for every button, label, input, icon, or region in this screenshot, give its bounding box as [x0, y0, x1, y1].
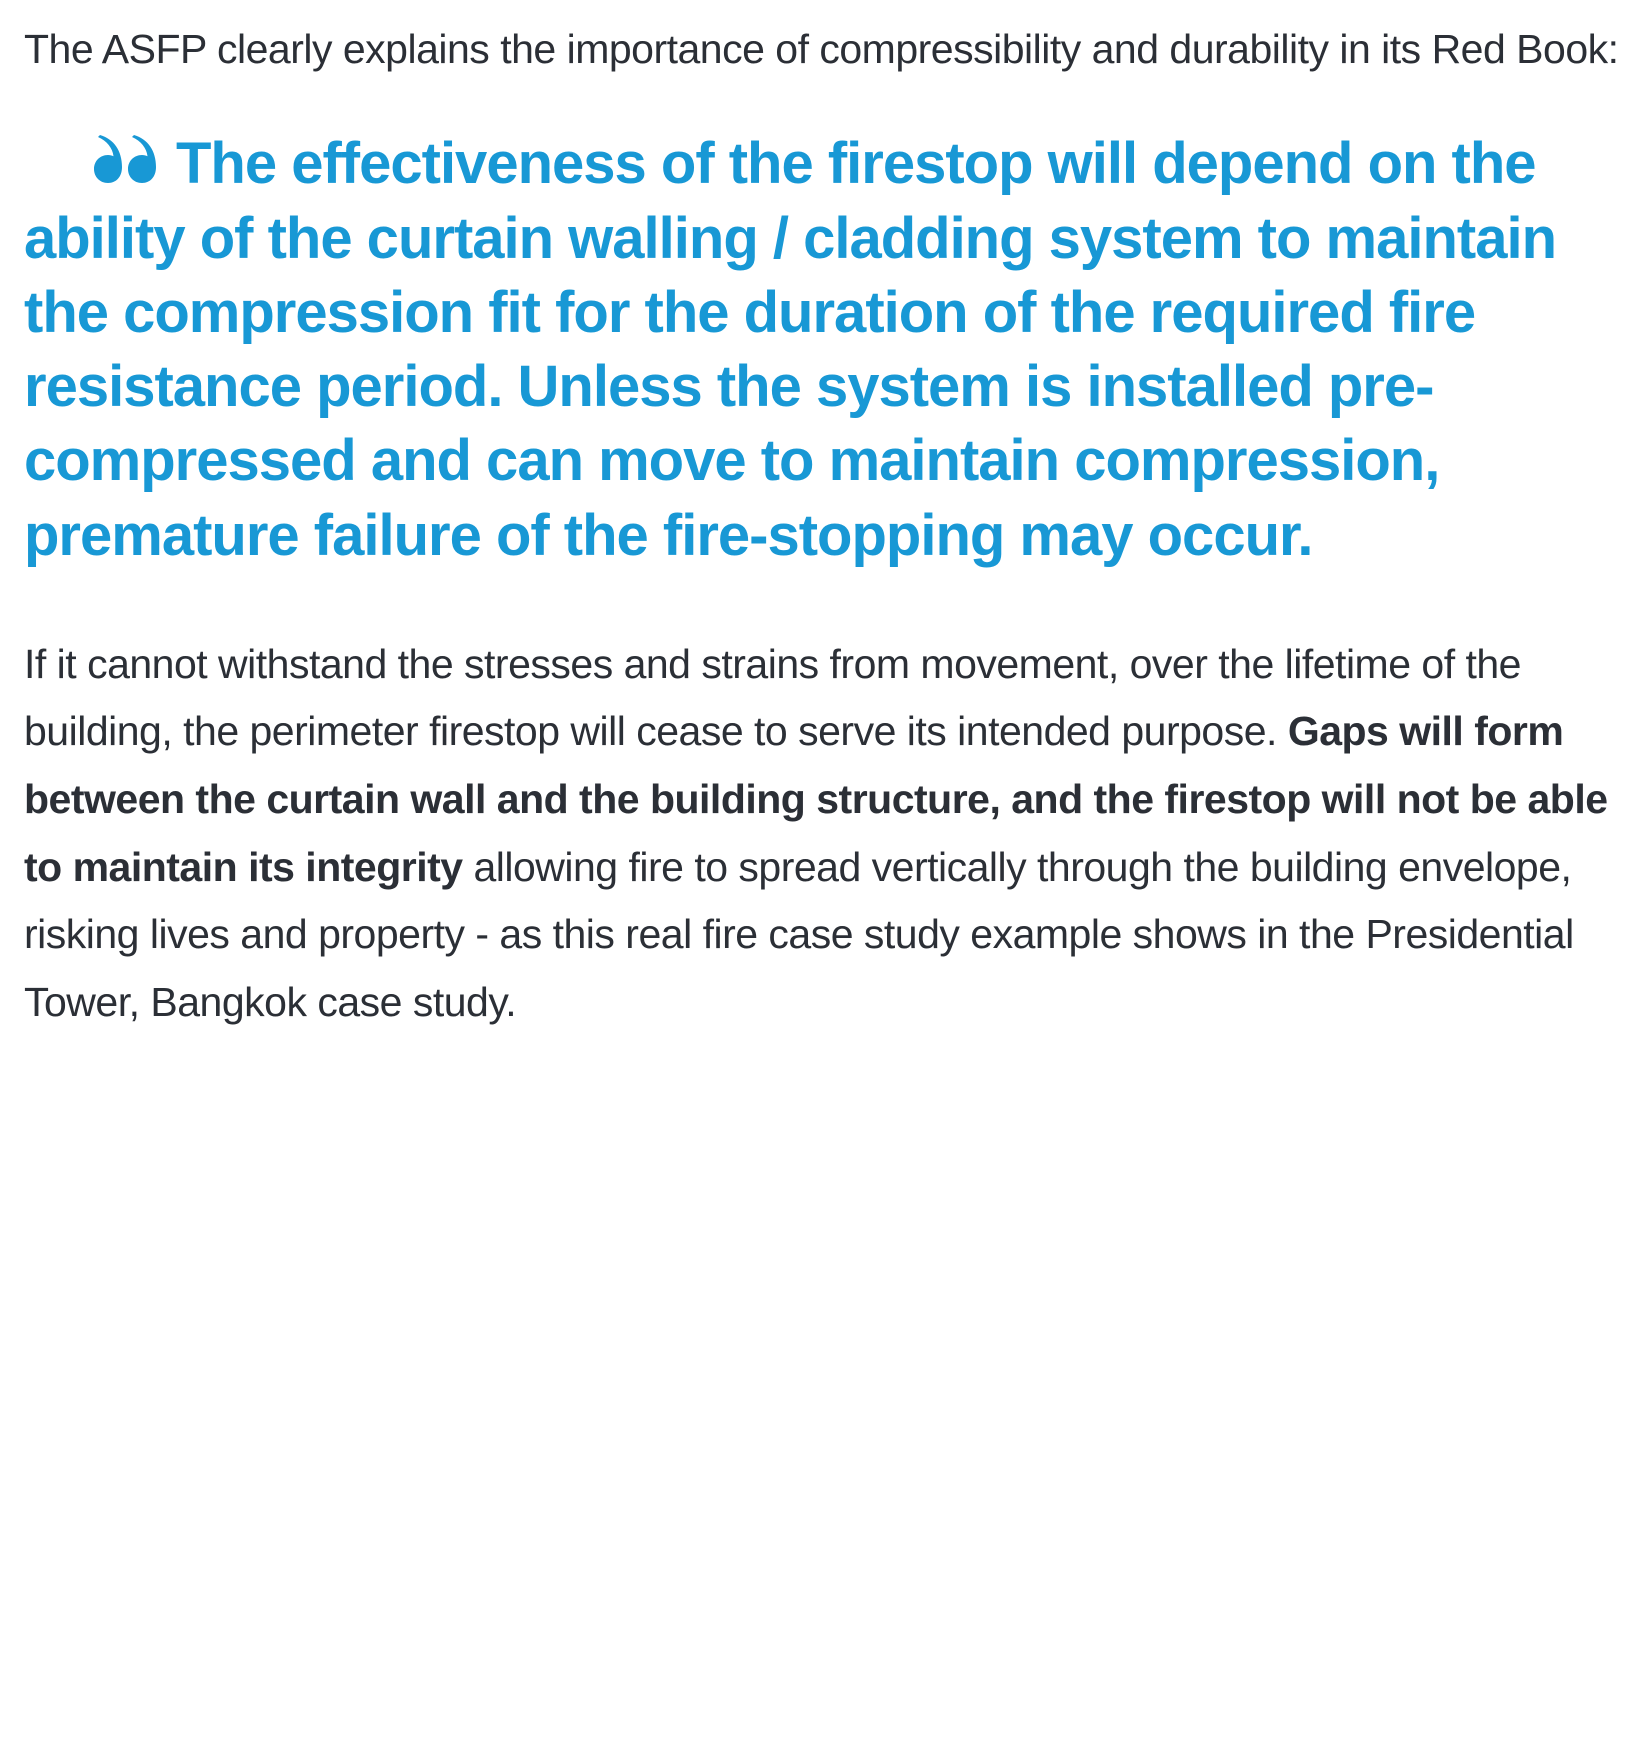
pull-quote: The effectiveness of the firestop will d…	[24, 127, 1624, 572]
intro-paragraph: The ASFP clearly explains the importance…	[24, 20, 1624, 79]
open-quote-icon	[94, 127, 156, 201]
closing-paragraph: If it cannot withstand the stresses and …	[24, 631, 1624, 1037]
quote-text: The effectiveness of the firestop will d…	[24, 131, 1556, 567]
